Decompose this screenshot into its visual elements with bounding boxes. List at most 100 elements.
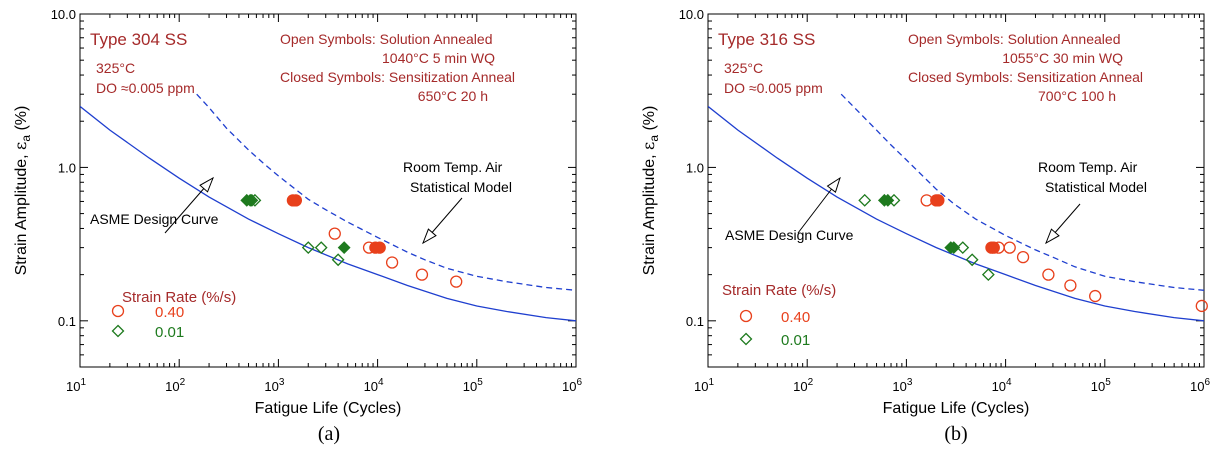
x-tick-base: 10 xyxy=(1190,379,1204,394)
data-points xyxy=(240,193,463,288)
x-tick-base: 10 xyxy=(264,379,278,394)
x-tick-label: 102 xyxy=(793,377,813,394)
air-model-label-line2: Statistical Model xyxy=(1045,179,1147,195)
x-tick-label: 103 xyxy=(264,377,284,394)
x-tick-base: 10 xyxy=(694,379,708,394)
y-tick-label: 10.0 xyxy=(51,7,76,22)
data-point-circle-open xyxy=(1089,289,1102,303)
legend-label: 0.40 xyxy=(781,309,810,326)
y-tick-label: 1.0 xyxy=(58,160,76,175)
y-axis-label-symbol: ε xyxy=(11,142,30,150)
x-tick-label: 104 xyxy=(364,377,384,394)
symbol-note: Open Symbols: Solution Annealed xyxy=(908,31,1120,47)
data-point-diamond-closed xyxy=(881,193,895,207)
design-curve-label: ASME Design Curve xyxy=(725,227,854,243)
x-tick-label: 103 xyxy=(892,377,912,394)
condition-label: 325°C xyxy=(724,60,763,76)
data-point-diamond-closed xyxy=(243,193,257,207)
legend-label: 0.01 xyxy=(155,324,184,341)
x-axis-label: Fatigue Life (Cycles) xyxy=(255,400,402,417)
x-tick-label: 105 xyxy=(463,377,483,394)
x-tick-base: 10 xyxy=(364,379,378,394)
y-axis-label-sub: a xyxy=(19,135,33,142)
data-point-circle-open xyxy=(1042,268,1055,281)
material-label: Type 316 SS xyxy=(718,30,815,49)
condition-label: DO ≈0.005 ppm xyxy=(96,80,195,96)
x-tick-label: 102 xyxy=(165,377,185,394)
plot-frame xyxy=(79,13,577,368)
x-tick-base: 10 xyxy=(165,379,179,394)
x-tick-label: 104 xyxy=(992,377,1012,394)
x-axis-label: Fatigue Life (Cycles) xyxy=(883,400,1030,417)
asme-design-curve xyxy=(80,105,576,322)
x-tick-exp: 6 xyxy=(1204,377,1210,388)
air-model-arrow-head xyxy=(1045,228,1060,245)
x-tick-base: 10 xyxy=(892,379,906,394)
x-tick-exp: 4 xyxy=(1006,377,1012,388)
data-point-diamond-open xyxy=(981,268,995,282)
data-point-circle-open xyxy=(1064,279,1077,292)
x-tick-label: 105 xyxy=(1091,377,1111,394)
x-tick-exp: 1 xyxy=(708,377,714,388)
x-tick-exp: 3 xyxy=(279,377,285,388)
material-label: Type 304 SS xyxy=(90,30,187,49)
air-model-arrow-head xyxy=(422,228,437,245)
design-curve-arrow-head xyxy=(826,176,841,193)
data-point-circle-open xyxy=(1003,241,1016,254)
design-curve-arrow-head xyxy=(199,176,214,193)
data-point-diamond-closed xyxy=(947,241,961,255)
x-tick-base: 10 xyxy=(66,379,80,394)
data-point-circle-closed xyxy=(987,241,1000,254)
x-tick-label: 101 xyxy=(66,377,86,394)
condition-label: 325°C xyxy=(96,60,135,76)
air-model-label-line2: Statistical Model xyxy=(410,179,512,195)
data-point-diamond-closed xyxy=(337,241,351,255)
y-axis-label: Strain Amplitude, εa (%) xyxy=(639,106,661,276)
air-statistical-model-curve xyxy=(840,93,1204,291)
data-point-diamond-open xyxy=(965,253,979,267)
plot-frame xyxy=(707,13,1205,368)
panel-caption: (a) xyxy=(318,423,340,445)
legend-marker-circle xyxy=(739,309,753,323)
y-axis-label-main: Strain Amplitude, xyxy=(13,150,30,275)
y-axis-label-symbol: ε xyxy=(639,142,658,150)
design-curve-label: ASME Design Curve xyxy=(90,211,219,227)
y-tick-label: 1.0 xyxy=(686,160,704,175)
data-point-diamond-open xyxy=(314,241,328,255)
legend-marker-circle xyxy=(111,304,125,318)
legend-label: 0.01 xyxy=(781,332,810,349)
x-tick-label: 101 xyxy=(694,377,714,394)
x-tick-base: 10 xyxy=(463,379,477,394)
condition-label: DO ≈0.005 ppm xyxy=(724,80,823,96)
data-point-circle-open xyxy=(328,227,341,240)
legend-marker-diamond xyxy=(111,324,125,338)
y-axis-label-unit: (%) xyxy=(641,106,658,135)
panel-caption: (b) xyxy=(944,423,967,445)
curves xyxy=(80,93,576,322)
x-tick-exp: 5 xyxy=(477,377,483,388)
x-tick-exp: 1 xyxy=(80,377,86,388)
x-tick-base: 10 xyxy=(793,379,807,394)
y-axis-label: Strain Amplitude, εa (%) xyxy=(11,106,33,276)
data-points xyxy=(858,193,1208,313)
x-tick-exp: 3 xyxy=(907,377,913,388)
legend-title: Strain Rate (%/s) xyxy=(722,282,836,299)
symbol-note: 1040°C 5 min WQ xyxy=(382,50,495,66)
y-tick-label: 0.1 xyxy=(686,314,704,329)
y-axis-label-sub: a xyxy=(647,135,661,142)
data-point-circle-open xyxy=(450,275,463,288)
curves xyxy=(708,93,1204,322)
x-tick-exp: 4 xyxy=(378,377,384,388)
air-model-label-line1: Room Temp. Air xyxy=(403,159,503,175)
x-tick-exp: 2 xyxy=(808,377,814,388)
y-axis-label-main: Strain Amplitude, xyxy=(641,150,658,275)
x-tick-exp: 5 xyxy=(1105,377,1111,388)
data-point-circle-closed xyxy=(289,194,303,207)
legend-title: Strain Rate (%/s) xyxy=(122,289,236,306)
symbol-note: Closed Symbols: Sensitization Anneal xyxy=(280,69,515,85)
symbol-note: 1055°C 30 min WQ xyxy=(1002,50,1123,66)
x-tick-label: 106 xyxy=(562,377,582,394)
